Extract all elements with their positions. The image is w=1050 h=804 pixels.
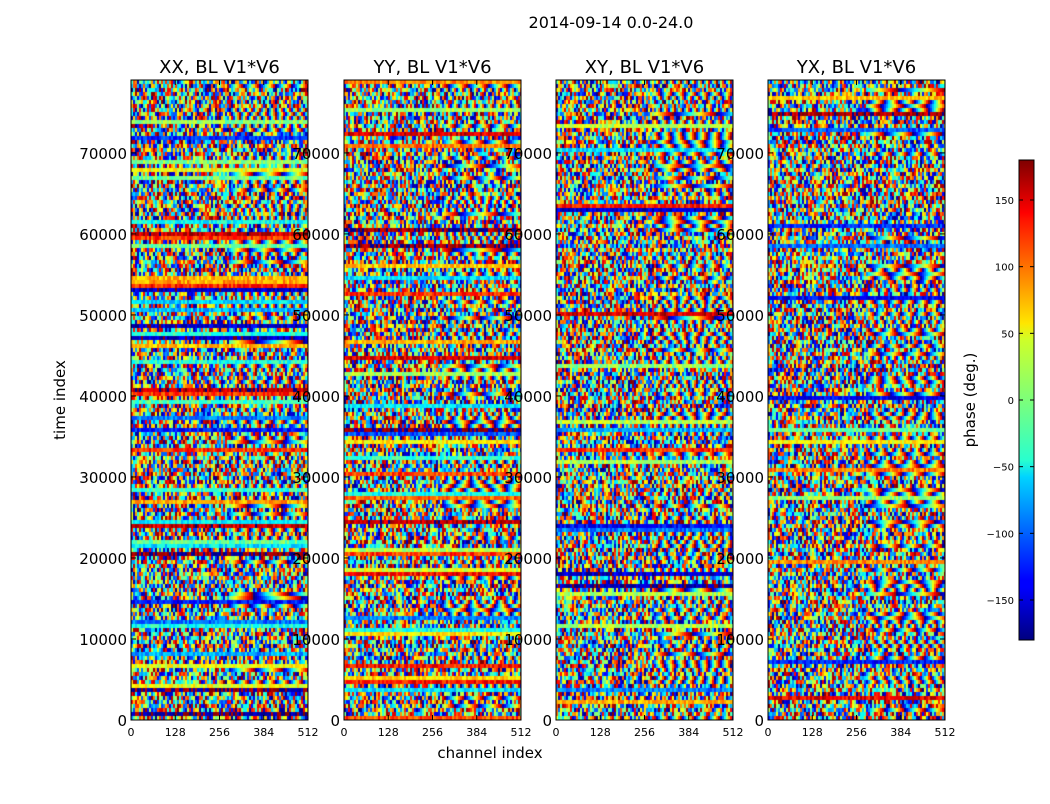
x-tick-label: 256 — [209, 726, 230, 739]
panel-2: YY, BL V1*V6 0 10000 20000 30000 40000 50000 60… — [292, 57, 531, 739]
y-tick-label: 20000 — [79, 550, 127, 568]
x-tick-label: 0 — [128, 726, 135, 739]
y-tick-label: 20000 — [504, 550, 552, 568]
colorbar-tick-label: 0 — [1008, 396, 1014, 407]
colorbar-tick-label: −150 — [987, 596, 1014, 607]
y-tick-label: 50000 — [292, 307, 340, 325]
x-tick-label: 512 — [723, 726, 744, 739]
y-tick-label: 60000 — [716, 226, 764, 244]
y-tick-label: 10000 — [292, 631, 340, 649]
x-tick-label: 512 — [935, 726, 956, 739]
panel-title: XY, BL V1*V6 — [585, 57, 704, 78]
y-tick-label: 30000 — [504, 469, 552, 487]
panel-4: YX, BL V1*V6 0 10000 20000 30000 40000 50000 60… — [716, 57, 955, 739]
x-axis-label: channel index — [437, 744, 542, 762]
x-tick-label: 384 — [253, 726, 274, 739]
y-tick-label: 20000 — [292, 550, 340, 568]
x-tick-label: 384 — [466, 726, 487, 739]
colorbar-tick-label: 150 — [995, 196, 1014, 207]
x-tick-label: 384 — [890, 726, 911, 739]
x-tick-label: 256 — [422, 726, 443, 739]
y-tick-label: 60000 — [79, 226, 127, 244]
y-tick-label: 40000 — [716, 388, 764, 406]
y-tick-label: 30000 — [79, 469, 127, 487]
y-tick-label: 50000 — [79, 307, 127, 325]
panel-title: XX, BL V1*V6 — [159, 57, 280, 78]
x-tick-label: 128 — [590, 726, 611, 739]
y-tick-label: 10000 — [79, 631, 127, 649]
y-tick-label: 60000 — [504, 226, 552, 244]
y-tick-label: 70000 — [79, 145, 127, 163]
colorbar-tick-label: 50 — [1001, 329, 1014, 340]
y-tick-label: 50000 — [504, 307, 552, 325]
y-tick-label: 70000 — [292, 145, 340, 163]
colorbar-ticks: −150 −100 −50 0 50 100 150 — [987, 196, 1034, 607]
heatmap-image — [344, 80, 521, 720]
heatmap-image — [556, 80, 733, 720]
y-tick-label: 40000 — [292, 388, 340, 406]
colorbar-tick-label: −100 — [987, 529, 1014, 540]
panels: XX, BL V1*V6 0 10000 20000 30000 40000 50000 60… — [79, 57, 955, 739]
y-tick-label: 30000 — [716, 469, 764, 487]
x-tick-label: 384 — [678, 726, 699, 739]
panel-1: XX, BL V1*V6 0 10000 20000 30000 40000 50000 60… — [79, 57, 318, 739]
x-tick-label: 0 — [765, 726, 772, 739]
y-tick-label: 0 — [754, 712, 764, 730]
colorbar-tick-label: 100 — [995, 263, 1014, 274]
heatmap-image — [768, 80, 945, 720]
x-tick-label: 512 — [298, 726, 319, 739]
y-tick-label: 10000 — [716, 631, 764, 649]
colorbar: −150 −100 −50 0 50 100 150 phase (deg.) — [961, 159, 1035, 641]
x-tick-label: 128 — [165, 726, 186, 739]
x-tick-label: 256 — [634, 726, 655, 739]
heatmap-image — [131, 80, 308, 720]
y-tick-label: 30000 — [292, 469, 340, 487]
panel-title: YY, BL V1*V6 — [372, 57, 491, 78]
y-tick-label: 70000 — [504, 145, 552, 163]
x-tick-label: 0 — [341, 726, 348, 739]
y-tick-label: 10000 — [504, 631, 552, 649]
y-tick-label: 0 — [117, 712, 127, 730]
x-tick-label: 0 — [553, 726, 560, 739]
panel-title: YX, BL V1*V6 — [796, 57, 916, 78]
x-tick-label: 128 — [802, 726, 823, 739]
panel-3: XY, BL V1*V6 0 10000 20000 30000 40000 50000 60… — [504, 57, 743, 739]
y-tick-label: 20000 — [716, 550, 764, 568]
y-tick-label: 70000 — [716, 145, 764, 163]
y-tick-label: 0 — [542, 712, 552, 730]
colorbar-label: phase (deg.) — [961, 353, 979, 448]
x-tick-label: 512 — [511, 726, 532, 739]
y-tick-label: 50000 — [716, 307, 764, 325]
colorbar-tick-label: −50 — [993, 463, 1014, 474]
y-tick-label: 40000 — [79, 388, 127, 406]
x-tick-label: 256 — [846, 726, 867, 739]
x-tick-label: 128 — [378, 726, 399, 739]
y-tick-label: 0 — [330, 712, 340, 730]
figure-title: 2014-09-14 0.0-24.0 — [529, 13, 694, 32]
y-tick-label: 40000 — [504, 388, 552, 406]
y-axis-label: time index — [51, 360, 69, 440]
y-tick-label: 60000 — [292, 226, 340, 244]
